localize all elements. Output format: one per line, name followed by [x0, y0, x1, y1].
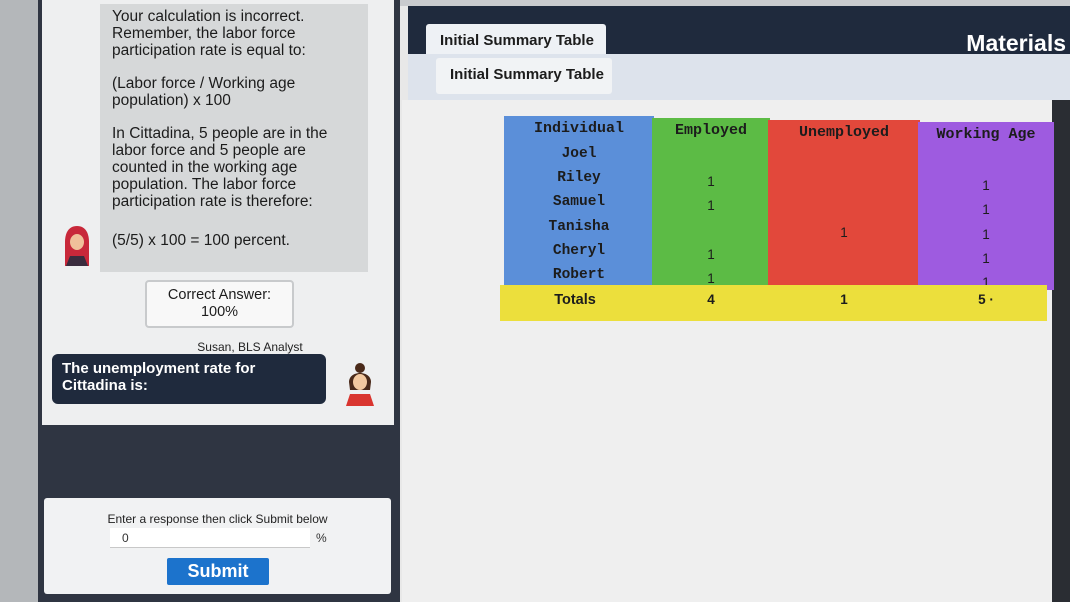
table-cell: 1: [840, 224, 848, 240]
response-instructions: Enter a response then click Submit below: [107, 512, 328, 526]
response-input[interactable]: [110, 528, 310, 548]
header-working_age: Working Age: [936, 126, 1036, 143]
totals-cell: 1: [840, 292, 848, 307]
correct-answer-value: 100%: [200, 304, 239, 320]
left-frame: [0, 0, 42, 602]
feedback-line-2: (Labor force / Working age population) x…: [112, 75, 296, 109]
table-cell: 1: [707, 198, 715, 214]
response-panel: Enter a response then click Submit below…: [44, 498, 391, 594]
materials-title: Materials: [966, 30, 1066, 56]
header-employed: Employed: [674, 122, 747, 139]
table-cell: 1: [982, 250, 990, 266]
column-employed: [652, 118, 770, 290]
analyst-name: Susan, BLS Analyst: [197, 340, 303, 354]
totals-cell: 5 ·: [978, 292, 994, 307]
feedback-line-3: In Cittadina, 5 people are in the labor …: [112, 125, 328, 210]
feedback-message: Your calculation is incorrect. Remember,…: [100, 4, 368, 272]
individual-name: Riley: [557, 170, 601, 187]
correct-answer-label: Correct Answer:: [167, 287, 272, 303]
screen-bezel: [1052, 100, 1070, 602]
header-unemployed: Unemployed: [798, 124, 889, 141]
individual-name: Robert: [552, 267, 606, 283]
table-cell: 1: [982, 275, 990, 290]
table-cell: 1: [982, 202, 990, 218]
totals-row: [500, 285, 1047, 321]
totals-cell: 4: [707, 292, 715, 307]
tab-initial-summary-table[interactable]: Initial Summary Table: [426, 24, 606, 56]
totals-label: Totals: [554, 292, 596, 308]
subtab-initial-summary-table[interactable]: Initial Summary Table: [436, 58, 612, 94]
submit-button[interactable]: Submit: [167, 558, 269, 585]
question-bubble: The unemployment rate for Cittadina is:: [52, 354, 326, 404]
header-individual: Individual: [533, 120, 624, 137]
individual-name: Cheryl: [552, 242, 606, 259]
column-unemployed: [768, 120, 920, 290]
analyst-avatar-icon: [346, 363, 374, 406]
table-cell: 1: [707, 246, 715, 262]
column-working_age: [918, 122, 1054, 290]
hijab-avatar-icon: [65, 226, 89, 266]
feedback-line-1: Your calculation is incorrect. Remember,…: [112, 8, 306, 59]
table-cell: 1: [707, 271, 715, 286]
feedback-line-4: (5/5) x 100 = 100 percent.: [112, 232, 290, 249]
individual-name: Samuel: [552, 194, 606, 211]
table-cell: 1: [982, 226, 990, 242]
individual-name: Joel: [561, 146, 597, 162]
individual-name: Tanisha: [548, 218, 610, 235]
table-cell: 1: [707, 174, 715, 190]
correct-answer-box: Correct Answer: 100%: [145, 280, 294, 328]
table-cell: 1: [982, 178, 990, 194]
column-individual: [504, 116, 654, 290]
percent-unit: %: [316, 531, 327, 545]
